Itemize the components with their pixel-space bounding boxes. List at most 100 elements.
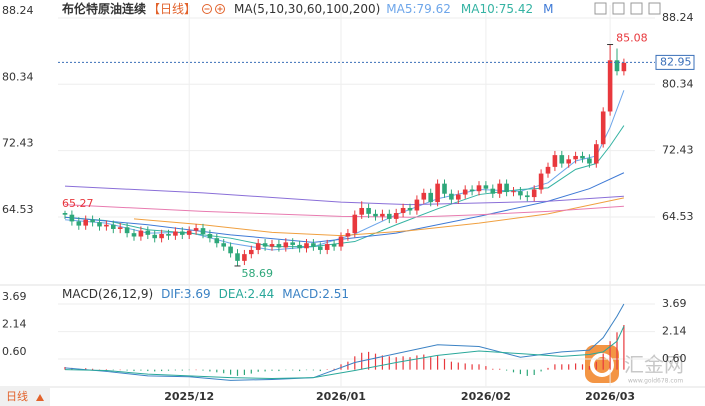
candle-body [76,221,82,226]
y-tick-label: 2.14 [662,325,687,338]
y-tick-label: 80.34 [662,77,694,90]
macd-bar [271,369,273,371]
candle-body [587,158,592,164]
candle-body [490,188,496,194]
candle-body [407,207,413,211]
macd-bar [147,369,149,372]
candle-body [90,219,95,223]
legend-item: DEA:2.44 [218,287,275,301]
candle-body [531,189,537,198]
macd-bar [478,364,480,370]
x-tick-label: 2026/03 [585,390,635,403]
candle-body [249,249,254,255]
macd-bar [568,364,570,370]
macd-bar [492,368,494,370]
macd-bar [319,369,321,372]
y-tick-label: 88.24 [2,4,34,17]
last-price-label: 82.95 [660,55,692,68]
candle-body [159,233,164,239]
macd-bar [450,361,452,370]
candle-body [352,214,358,234]
candle-body [366,207,371,214]
period-label[interactable]: 日线 [6,389,28,403]
watermark-logo [585,345,619,383]
candle-body [393,213,399,219]
legend-item: MACD:2.51 [282,287,349,301]
candle-body [442,183,447,194]
indicator-name: MA(5,10,30,60,100,200) [234,2,381,16]
macd-bar [402,356,404,370]
candle-body [552,155,558,167]
macd-bar [388,356,390,370]
macd-bar [285,369,287,371]
macd-title: MACD(26,12,9) [62,287,154,301]
candle-body [83,219,88,226]
icon[interactable] [612,2,625,15]
macd-bar [457,362,459,370]
candle-body [283,242,289,248]
legend: DIF:3.69 DEA:2.44 MACD:2.51 [161,287,349,301]
y-tick-label: 2.14 [2,318,27,331]
candle-body [207,233,213,239]
macd-bar [381,355,383,370]
candle-body [62,213,68,215]
high-label: 65.27 [62,197,94,210]
candle-body [180,231,185,235]
macd-bar [299,369,301,372]
icon[interactable] [648,2,661,15]
candle-body [290,242,295,245]
candle-body [276,244,282,248]
candle-body [131,233,137,237]
zoom-icons[interactable] [202,3,228,15]
candle-body [476,185,482,192]
macd-bar [312,369,314,371]
macd-bar [506,369,508,371]
macd-bar [464,363,466,370]
watermark-url: www.gold678.com [628,378,683,385]
macd-bar [326,369,328,370]
candle-body [262,243,268,247]
candle-body [387,213,392,219]
candle-body [214,238,220,244]
high-label: 85.08 [616,32,648,45]
macd-bar [119,369,121,371]
candle-body [504,183,509,193]
macd-bar [126,369,128,371]
icon[interactable] [630,2,643,15]
x-tick-label: 2026/01 [316,390,366,403]
icon[interactable] [594,2,607,15]
candle-body [166,233,171,236]
candle-body [145,230,151,235]
candle-body [566,159,571,164]
macd-bar [223,369,225,374]
candle-body [69,214,75,222]
macd-bar [409,357,411,370]
macd-bar [595,361,597,370]
macd-bar [547,367,549,370]
watermark: 汇金网 [624,353,684,377]
candle-body [331,244,337,247]
macd-bar [195,369,197,371]
candle-body [235,253,240,261]
macd-bar [257,369,259,372]
macd-bar [533,369,535,375]
macd-bar [437,355,439,370]
period-arrow[interactable] [36,394,44,401]
period-tab[interactable] [0,388,50,406]
candle-body [124,227,130,234]
toolbar-icons[interactable] [594,2,661,15]
macd-bar [92,368,94,370]
macd-bar [499,368,501,370]
candle-body [304,243,309,249]
candle-body [525,195,530,198]
macd-bar [443,358,446,370]
candle-body [111,224,116,229]
macd-bar [167,369,170,371]
period-subtitle: 【日线】 [148,2,197,16]
macd-bar [374,353,377,370]
macd-bar [471,364,473,370]
candle-body [186,230,192,235]
candle-body [483,185,489,189]
macd-bar [278,369,280,372]
y-tick-label: 3.69 [662,297,687,310]
